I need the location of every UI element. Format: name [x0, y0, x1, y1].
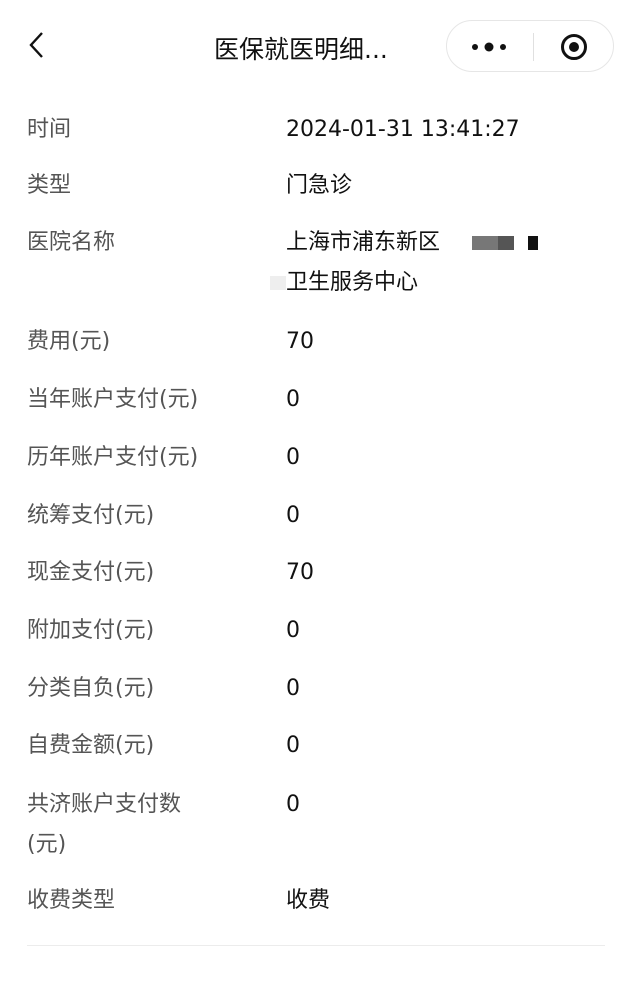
row-label: 统筹支付(元) — [27, 503, 155, 528]
hospital-name-line2: 卫生服务中心 — [286, 270, 419, 295]
capsule-divider — [533, 33, 534, 61]
row-value: 0 — [286, 503, 300, 528]
row-value: 0 — [286, 792, 300, 817]
row-value: 0 — [286, 387, 300, 412]
row-label: 时间 — [27, 117, 72, 142]
target-icon[interactable] — [560, 33, 588, 61]
row-label: 收费类型 — [27, 888, 116, 913]
row-label: 医院名称 — [27, 230, 116, 255]
divider — [27, 945, 605, 946]
mini-program-capsule — [446, 20, 614, 72]
row-label: 现金支付(元) — [27, 560, 155, 585]
row-label: 自费金额(元) — [27, 733, 155, 758]
row-value: 收费 — [286, 888, 331, 913]
hospital-name-line1: 上海市浦东新区 — [286, 230, 441, 255]
row-label: 类型 — [27, 173, 72, 198]
row-value: 0 — [286, 618, 300, 643]
row-value: 0 — [286, 733, 300, 758]
row-label: (元) — [27, 832, 67, 857]
more-dots-icon[interactable] — [469, 37, 509, 57]
row-value: 门急诊 — [286, 173, 353, 198]
row-label: 附加支付(元) — [27, 618, 155, 643]
row-label: 共济账户支付数 — [27, 792, 182, 817]
row-value: 2024-01-31 13:41:27 — [286, 117, 520, 142]
row-label: 分类自负(元) — [27, 676, 155, 701]
row-label: 当年账户支付(元) — [27, 387, 199, 412]
row-label: 历年账户支付(元) — [27, 445, 199, 470]
row-value: 卫生服务中心 — [270, 263, 418, 303]
row-value: 上海市浦东新区 — [286, 223, 539, 263]
page-title: 医保就医明细... — [214, 35, 388, 64]
row-value: 0 — [286, 676, 300, 701]
row-value: 0 — [286, 445, 300, 470]
chevron-left-icon[interactable] — [26, 30, 48, 60]
redacted-block — [472, 230, 539, 255]
row-value: 70 — [286, 329, 314, 354]
navigation-bar: 医保就医明细... — [0, 0, 632, 95]
row-value: 70 — [286, 560, 314, 585]
row-label: 费用(元) — [27, 329, 111, 354]
